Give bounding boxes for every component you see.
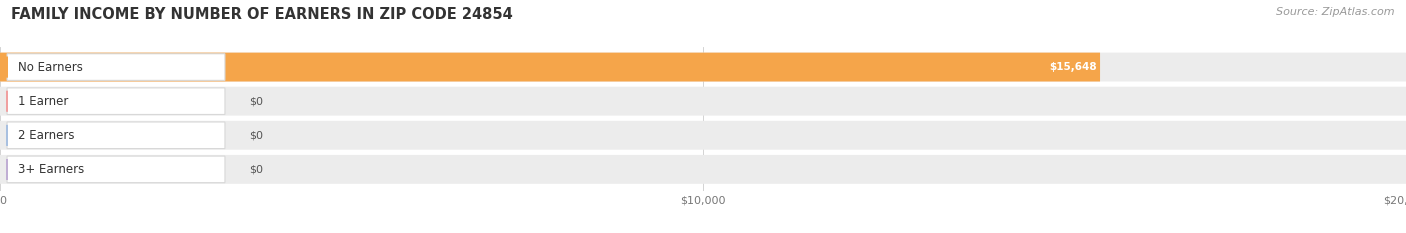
FancyBboxPatch shape <box>7 54 225 80</box>
Text: 1 Earner: 1 Earner <box>18 95 67 108</box>
FancyBboxPatch shape <box>7 122 225 149</box>
FancyBboxPatch shape <box>0 53 1406 82</box>
Text: 2 Earners: 2 Earners <box>18 129 75 142</box>
FancyBboxPatch shape <box>7 156 225 183</box>
Text: $0: $0 <box>250 130 263 140</box>
Text: $0: $0 <box>250 96 263 106</box>
FancyBboxPatch shape <box>0 53 1099 82</box>
Text: No Earners: No Earners <box>18 61 83 74</box>
Text: $0: $0 <box>250 164 263 174</box>
Text: 3+ Earners: 3+ Earners <box>18 163 84 176</box>
FancyBboxPatch shape <box>0 121 1406 150</box>
FancyBboxPatch shape <box>0 87 1406 116</box>
FancyBboxPatch shape <box>7 88 225 114</box>
Text: FAMILY INCOME BY NUMBER OF EARNERS IN ZIP CODE 24854: FAMILY INCOME BY NUMBER OF EARNERS IN ZI… <box>11 7 513 22</box>
FancyBboxPatch shape <box>0 155 1406 184</box>
Text: $15,648: $15,648 <box>1049 62 1097 72</box>
Text: Source: ZipAtlas.com: Source: ZipAtlas.com <box>1277 7 1395 17</box>
